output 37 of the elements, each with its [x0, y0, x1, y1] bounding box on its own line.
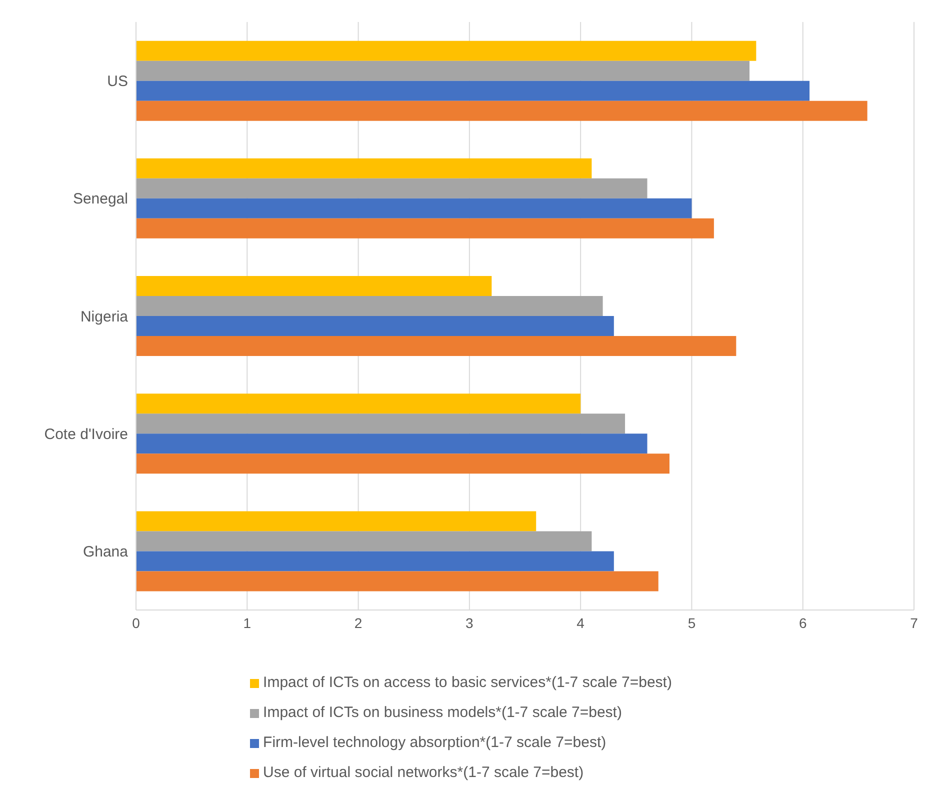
- bar: [136, 531, 592, 552]
- y-tick-label: Ghana: [82, 544, 129, 561]
- bar: [136, 218, 714, 238]
- y-tick-label: Cote d'Ivoire: [44, 426, 128, 443]
- bar: [136, 80, 810, 101]
- x-tick-label: 6: [798, 614, 807, 631]
- x-tick-label: 7: [910, 614, 918, 631]
- bar: [136, 316, 614, 336]
- x-tick-label: 1: [243, 614, 252, 631]
- y-tick-label: US: [107, 73, 128, 90]
- y-tick-label: Nigeria: [80, 308, 129, 326]
- legend-label: Impact of ICTs on business models*(1-7 scale 7=best): [263, 704, 622, 721]
- legend-label: Use of virtual social networks*(1-7 scale 7=best): [263, 764, 584, 781]
- bar: [136, 296, 603, 316]
- bar: [136, 100, 868, 121]
- bar: [136, 40, 756, 61]
- bar: [136, 511, 536, 532]
- x-tick-label: 0: [132, 614, 140, 631]
- bar: [136, 158, 592, 178]
- x-tick-label: 3: [466, 614, 474, 631]
- bar: [136, 551, 614, 572]
- x-tick-label: 5: [688, 614, 696, 631]
- y-tick-label: Senegal: [72, 190, 128, 208]
- bar: [136, 198, 692, 218]
- bar: [136, 276, 492, 296]
- bar: [136, 60, 750, 81]
- bar: [136, 434, 648, 454]
- legend-label: Impact of ICTs on access to basic services*(1-7 scale 7=best): [263, 674, 672, 691]
- bar: [136, 336, 736, 356]
- x-tick-label: 2: [354, 614, 362, 631]
- bar: [136, 394, 581, 414]
- legend-label: Firm-level technology absorption*(1-7 scale 7=best): [263, 734, 606, 751]
- bar: [136, 454, 670, 474]
- x-tick-label: 4: [576, 614, 585, 631]
- bar: [136, 178, 648, 198]
- bar: [136, 571, 658, 592]
- bar: [136, 414, 626, 434]
